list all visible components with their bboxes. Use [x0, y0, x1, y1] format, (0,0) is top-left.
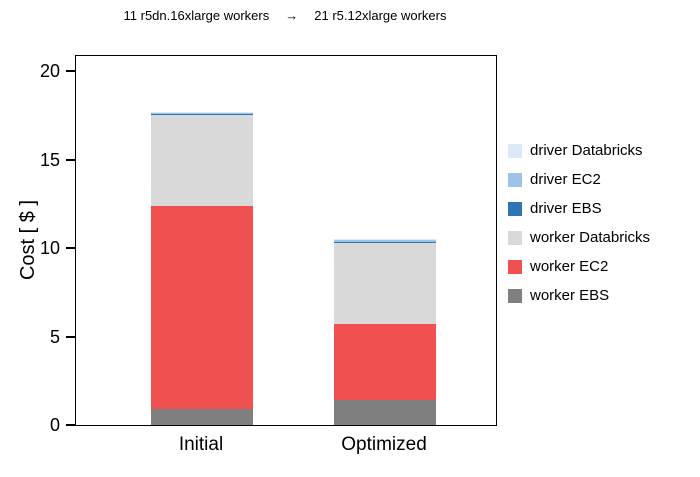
legend-item-driver-databricks: driver Databricks — [508, 136, 650, 165]
annotation-initial-config: 11 r5dn.16xlarge workers — [123, 8, 270, 23]
segment-driver-ec2 — [151, 112, 253, 115]
segment-driver-ebs — [151, 114, 253, 116]
segment-worker-ebs — [334, 400, 436, 425]
y-tick-label: 20 — [39, 61, 60, 82]
segment-worker-databricks — [334, 242, 436, 325]
legend-item-driver-ebs: driver EBS — [508, 194, 650, 223]
legend-item-worker-ebs: worker EBS — [508, 281, 650, 310]
plot-area: 0 5 10 15 20 — [40, 55, 497, 435]
segment-worker-ebs — [151, 409, 253, 425]
legend-label: worker Databricks — [530, 229, 651, 246]
annotation-optimized-config: 21 r5.12xlarge workers — [314, 8, 447, 23]
config-annotation: 11 r5dn.16xlarge workers → 21 r5.12xlarge … — [75, 8, 495, 23]
legend-swatch-icon — [508, 143, 522, 158]
y-tick-label: 10 — [39, 238, 60, 259]
segment-worker-ec2 — [151, 205, 253, 410]
y-tick-label: 15 — [39, 149, 60, 170]
y-tick-mark — [66, 424, 76, 426]
segment-driver-databricks — [334, 239, 436, 241]
arrow-right-icon: → — [285, 8, 299, 23]
legend-item-worker-ec2: worker EC2 — [508, 252, 650, 281]
legend-swatch-icon — [508, 230, 522, 245]
legend-item-driver-ec2: driver EC2 — [508, 165, 650, 194]
y-tick-mark — [66, 158, 76, 161]
y-tick-label: 5 — [49, 326, 60, 347]
y-tick-mark — [66, 335, 76, 338]
segment-driver-databricks — [151, 111, 253, 113]
legend-item-worker-databricks: worker Databricks — [508, 223, 650, 252]
legend-label: worker EBS — [530, 287, 610, 304]
legend-label: worker EC2 — [530, 258, 609, 275]
x-axis-labels: Initial Optimized — [75, 434, 495, 462]
legend-label: driver EBS — [530, 200, 602, 217]
legend-label: driver EC2 — [530, 171, 601, 188]
y-tick-label: 0 — [49, 415, 60, 435]
segment-worker-databricks — [151, 115, 253, 206]
legend-swatch-icon — [508, 288, 522, 303]
legend-swatch-icon — [508, 259, 522, 274]
legend: driver Databricks driver EC2 driver EBS wor… — [508, 136, 650, 310]
legend-label: driver Databricks — [530, 142, 643, 159]
segment-worker-ec2 — [334, 324, 436, 401]
segment-driver-ebs — [334, 241, 436, 243]
y-tick-mark — [66, 247, 76, 250]
x-category-label-optimized: Optimized — [341, 434, 427, 455]
segment-driver-ec2 — [334, 240, 436, 242]
legend-swatch-icon — [508, 201, 522, 216]
legend-swatch-icon — [508, 172, 522, 187]
bar-optimized — [334, 239, 436, 425]
x-category-label-initial: Initial — [178, 434, 224, 455]
bar-initial — [151, 111, 253, 425]
y-tick-mark — [66, 70, 76, 73]
